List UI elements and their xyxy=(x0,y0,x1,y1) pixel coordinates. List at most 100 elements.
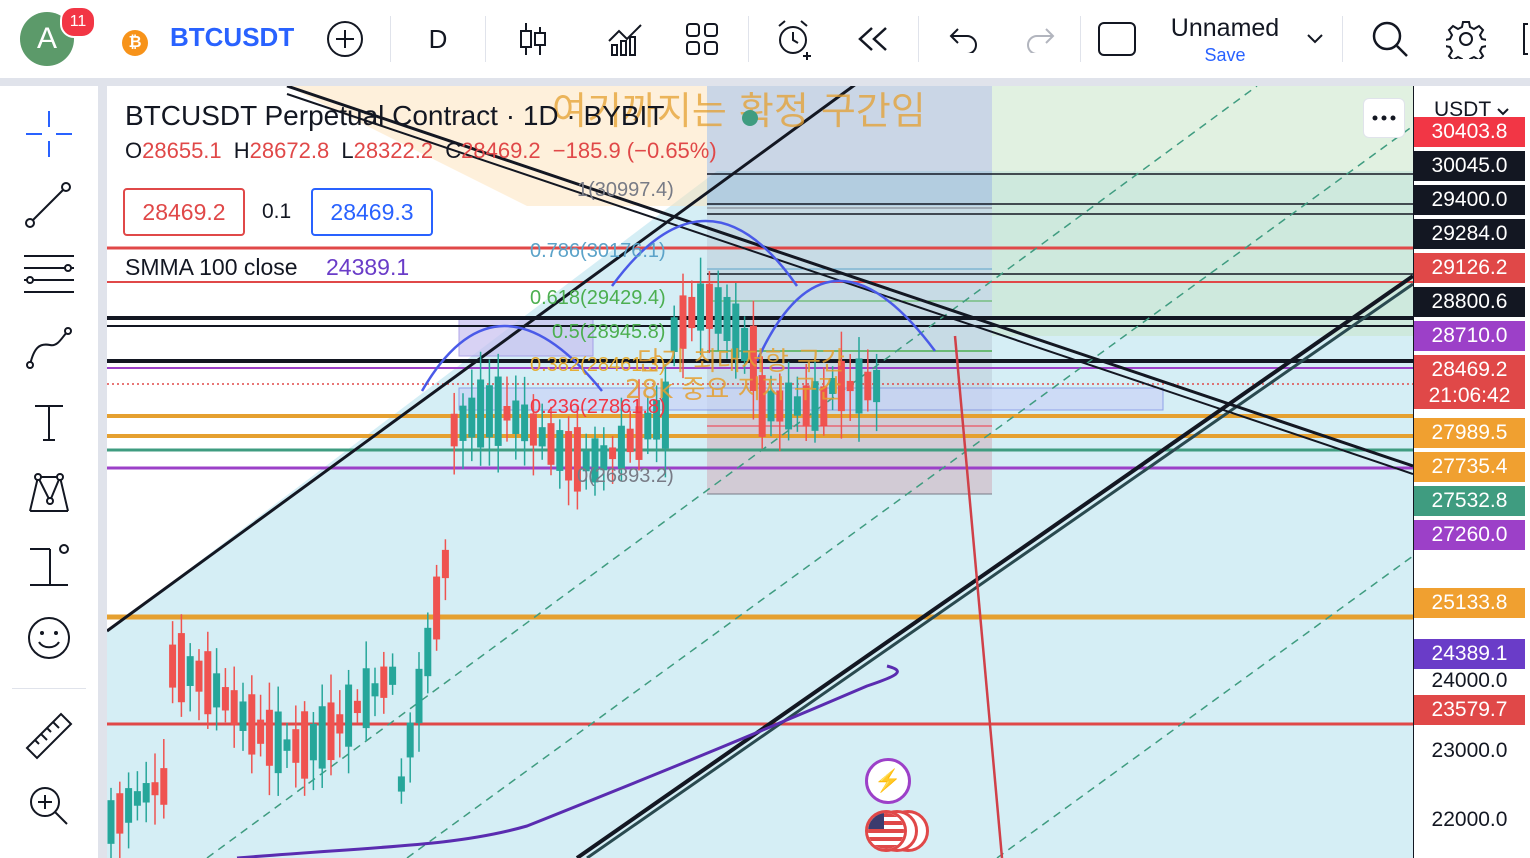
buy-button[interactable]: 28469.3 xyxy=(311,188,433,236)
pattern-tool[interactable] xyxy=(0,462,98,522)
indicator-legend: SMMA 100 close 24389.1 xyxy=(125,254,409,281)
trend-line-tool[interactable] xyxy=(0,174,98,234)
candle-body xyxy=(512,400,520,434)
layout-button[interactable] xyxy=(1094,0,1140,78)
fib-label-0: 0(26893.2) xyxy=(577,465,674,487)
text-icon xyxy=(35,405,63,441)
top-toolbar: A 11 ₿ BTCUSDT D Unnamed Save xyxy=(0,0,1530,79)
alarm-clock-icon xyxy=(778,20,811,60)
candle-body xyxy=(248,694,256,755)
events-flag-icon[interactable] xyxy=(865,810,929,852)
candle-body xyxy=(521,404,529,442)
candle-body xyxy=(565,431,573,481)
candle-body xyxy=(230,690,238,725)
symbol-search-button[interactable]: BTCUSDT xyxy=(170,22,295,52)
text-tool[interactable] xyxy=(0,392,98,452)
replay-button[interactable] xyxy=(848,0,898,78)
layout-name: Unnamed xyxy=(1170,14,1280,42)
smiley-icon xyxy=(28,617,70,659)
ruler-icon xyxy=(25,712,73,760)
redo-button[interactable] xyxy=(1014,0,1066,78)
indicators-button[interactable] xyxy=(600,0,652,78)
crosshair-tool[interactable] xyxy=(0,104,98,164)
brush-tool[interactable] xyxy=(0,318,98,378)
candle-body xyxy=(820,386,828,426)
save-label: Save xyxy=(1204,45,1246,65)
candle-body xyxy=(626,428,634,453)
measure-tool[interactable] xyxy=(0,536,98,596)
candle-body xyxy=(538,427,546,447)
close-value: 28469.2 xyxy=(461,138,541,163)
price-label: 27532.8 xyxy=(1414,486,1525,516)
layout-name-button[interactable]: Unnamed Save xyxy=(1160,14,1290,66)
curve-icon xyxy=(26,327,72,369)
candle-body xyxy=(424,627,432,677)
candle-body xyxy=(397,776,405,792)
price-label: 30045.0 xyxy=(1414,151,1525,181)
fib-label-1: 1(30997.4) xyxy=(577,179,674,201)
candle-body xyxy=(591,438,599,483)
candle-body xyxy=(811,381,819,431)
candle-body xyxy=(873,369,881,403)
candle-body xyxy=(617,425,625,469)
candle-body xyxy=(345,684,353,747)
chart-canvas[interactable]: 1(30997.4) 0.786(30176.1) 0.618(29429.4)… xyxy=(107,86,1413,858)
templates-button[interactable] xyxy=(676,0,728,78)
candle-body xyxy=(204,651,212,715)
layout-dropdown-button[interactable] xyxy=(1300,0,1330,78)
more-options-button[interactable] xyxy=(1363,98,1405,138)
search-button[interactable] xyxy=(1364,0,1416,78)
candle-body xyxy=(283,739,291,751)
fib-label-0382: 0.382(28461.3) xyxy=(530,354,666,376)
chevron-down-icon xyxy=(1496,108,1509,116)
candle-body xyxy=(327,702,335,761)
ellipsis-icon xyxy=(1372,115,1396,121)
candle-body xyxy=(309,723,317,761)
chart-type-button[interactable] xyxy=(508,0,558,78)
fib-label-05: 0.5(28945.8) xyxy=(552,321,665,343)
candlestick-series xyxy=(107,257,881,858)
candle-body xyxy=(353,700,361,714)
candle-body xyxy=(829,378,837,394)
settings-button[interactable] xyxy=(1440,0,1492,78)
sell-button[interactable]: 28469.2 xyxy=(123,188,245,236)
icons-tool[interactable] xyxy=(0,608,98,668)
candle-body xyxy=(213,673,221,708)
alert-button[interactable] xyxy=(768,0,822,78)
interval-button[interactable]: D xyxy=(428,23,448,54)
trend-line-icon xyxy=(25,182,71,228)
candle-body xyxy=(688,296,696,329)
candle-body xyxy=(389,666,397,685)
drawing-toolbar xyxy=(0,86,98,858)
more-tools-button[interactable] xyxy=(1512,0,1530,78)
candle-body xyxy=(600,445,608,471)
price-label: 27260.0 xyxy=(1414,520,1525,550)
chevron-down-icon xyxy=(1307,34,1323,44)
ruler-tool[interactable] xyxy=(0,706,98,766)
candle-body xyxy=(195,660,203,692)
candle-body xyxy=(732,303,740,359)
annotation-top: 여기까지는 확정 구간임 xyxy=(552,89,926,133)
candle-body xyxy=(477,379,485,448)
gear-icon xyxy=(1446,21,1486,59)
indicator-value: 24389.1 xyxy=(325,254,410,280)
fib-tool[interactable] xyxy=(0,244,98,304)
price-label: 24389.1 xyxy=(1414,639,1525,669)
zoom-tool[interactable] xyxy=(0,776,98,836)
square-icon xyxy=(1098,22,1136,56)
candle-body xyxy=(793,396,801,416)
candle-body xyxy=(301,711,309,779)
undo-button[interactable] xyxy=(938,0,990,78)
candle-body xyxy=(362,668,370,729)
compare-button[interactable] xyxy=(320,0,370,78)
chart-pane[interactable]: 1(30997.4) 0.786(30176.1) 0.618(29429.4)… xyxy=(107,86,1413,858)
candle-body xyxy=(450,413,458,447)
chart-legend: BTCUSDT Perpetual Contract · 1D · BYBIT … xyxy=(125,100,717,164)
candle-body xyxy=(169,644,177,688)
lightning-event-icon[interactable]: ⚡ xyxy=(865,758,911,804)
candle-body xyxy=(855,358,863,414)
price-axis[interactable]: USDT 30403.8 30045.0 29400.0 29284.0 29126.2… xyxy=(1413,86,1530,858)
bitcoin-icon: ₿ xyxy=(122,30,148,56)
currency-selector[interactable]: USDT xyxy=(1434,98,1509,122)
candle-body xyxy=(547,423,555,465)
